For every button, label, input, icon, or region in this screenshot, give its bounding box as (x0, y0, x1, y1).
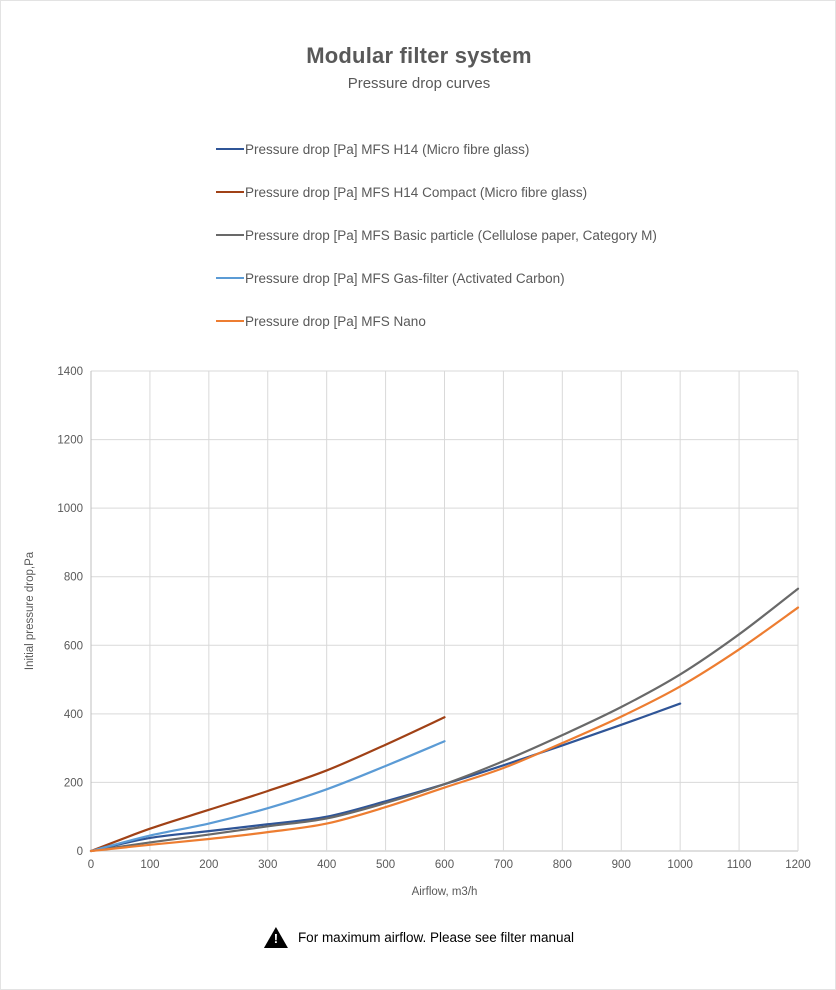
series-line-1 (89, 702, 682, 853)
x-tick-label: 200 (199, 859, 218, 871)
x-tick-label: 1200 (785, 859, 811, 871)
x-tick-label: 900 (612, 859, 631, 871)
x-axis-title: Airflow, m3/h (412, 886, 478, 898)
legend-line-swatch (216, 320, 244, 322)
chart-legend: Pressure drop [Pa] MFS H14 (Micro fibre … (216, 139, 657, 354)
legend-item-label: Pressure drop [Pa] MFS Nano (245, 313, 426, 329)
y-tick-label: 800 (64, 572, 83, 584)
x-tick-label: 600 (435, 859, 454, 871)
y-axis-title: Initial pressure drop,Pa (24, 551, 36, 670)
series-line-4 (89, 740, 446, 853)
y-tick-label: 1400 (57, 366, 83, 378)
series-line-3 (89, 587, 800, 853)
legend-item-label: Pressure drop [Pa] MFS Gas-filter (Activ… (245, 270, 565, 286)
x-tick-label: 100 (140, 859, 159, 871)
series-line-5 (89, 606, 800, 853)
y-tick-label: 1000 (57, 503, 83, 515)
y-tick-label: 600 (64, 640, 83, 652)
y-tick-label: 0 (77, 846, 83, 858)
legend-item-label: Pressure drop [Pa] MFS H14 Compact (Micr… (245, 184, 588, 200)
x-tick-label: 800 (553, 859, 572, 871)
y-tick-label: 200 (64, 777, 83, 789)
legend-item-label: Pressure drop [Pa] MFS Basic particle (C… (245, 227, 657, 243)
x-tick-label: 1000 (667, 859, 693, 871)
footer-note-row: For maximum airflow. Please see filter m… (1, 927, 835, 948)
page-title: Modular filter system (306, 43, 532, 68)
legend-line-swatch (216, 191, 244, 193)
footer-note-text: For maximum airflow. Please see filter m… (297, 930, 575, 945)
series-line-2 (89, 716, 446, 853)
legend-line-swatch (216, 234, 244, 236)
legend-line-swatch (216, 148, 244, 150)
legend-item: Pressure drop [Pa] MFS Basic particle (C… (216, 225, 657, 245)
warning-icon (263, 927, 288, 948)
legend-item: Pressure drop [Pa] MFS H14 Compact (Micr… (216, 182, 657, 202)
legend-line-swatch (216, 277, 244, 279)
y-tick-label: 400 (64, 709, 83, 721)
x-tick-label: 400 (317, 859, 336, 871)
x-tick-label: 1100 (727, 859, 752, 871)
x-tick-label: 300 (258, 859, 277, 871)
y-tick-label: 1200 (57, 435, 83, 447)
legend-item-label: Pressure drop [Pa] MFS H14 (Micro fibre … (245, 141, 530, 157)
legend-item: Pressure drop [Pa] MFS Gas-filter (Activ… (216, 268, 657, 288)
page-subtitle: Pressure drop curves (347, 75, 491, 92)
legend-item: Pressure drop [Pa] MFS H14 (Micro fibre … (216, 139, 657, 159)
x-tick-label: 0 (88, 859, 94, 871)
x-tick-label: 700 (494, 859, 513, 871)
legend-item: Pressure drop [Pa] MFS Nano (216, 311, 657, 331)
x-tick-label: 500 (376, 859, 395, 871)
